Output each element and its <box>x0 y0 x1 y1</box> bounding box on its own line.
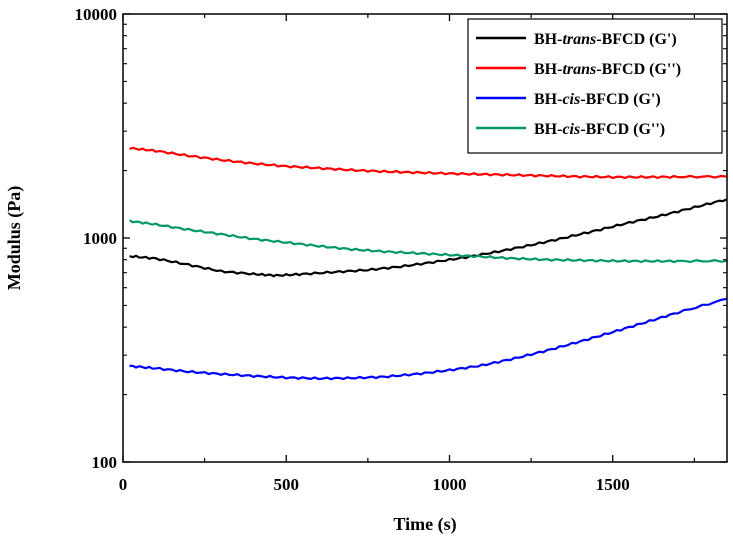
legend-label-part: trans <box>562 31 596 48</box>
legend-label: BH-cis-BFCD (G') <box>534 91 661 108</box>
y-tick-label: 10000 <box>75 5 118 24</box>
legend-label-part: BH- <box>534 91 562 108</box>
legend-label-part: trans <box>562 61 596 78</box>
legend-label: BH-trans-BFCD (G') <box>534 31 677 48</box>
series-line-3 <box>129 297 728 381</box>
legend-label: BH-trans-BFCD (G'') <box>534 61 681 78</box>
x-tick-label: 1500 <box>596 475 630 494</box>
x-axis-title: Time (s) <box>393 514 456 535</box>
legend-label-part: -BFCD (G') <box>596 31 676 48</box>
legend-label-part: BH- <box>534 121 562 138</box>
series-line-4 <box>128 219 728 264</box>
x-tick-label: 500 <box>273 475 299 494</box>
y-tick-label: 1000 <box>83 229 117 248</box>
series-line-2 <box>129 146 728 180</box>
legend-label-part: BH- <box>534 31 562 48</box>
x-tick-label: 1000 <box>432 475 466 494</box>
legend-label-part: -BFCD (G') <box>580 91 660 108</box>
legend-box <box>467 18 723 154</box>
series-layer <box>128 146 728 381</box>
y-axis-title: Modulus (Pa) <box>4 186 25 291</box>
series-line-1 <box>129 198 728 278</box>
y-tick-label: 100 <box>92 453 118 472</box>
legend-label-part: cis <box>562 121 580 138</box>
y-axis: 100 1000 10000 <box>75 5 727 472</box>
x-tick-label: 0 <box>119 475 128 494</box>
legend-label-part: -BFCD (G'') <box>596 61 681 78</box>
legend-label-part: -BFCD (G'') <box>580 121 665 138</box>
legend-label-part: BH- <box>534 61 562 78</box>
legend: BH-trans-BFCD (G')BH-trans-BFCD (G'')BH-… <box>467 18 723 154</box>
legend-label: BH-cis-BFCD (G'') <box>534 121 665 138</box>
legend-label-part: cis <box>562 91 580 108</box>
